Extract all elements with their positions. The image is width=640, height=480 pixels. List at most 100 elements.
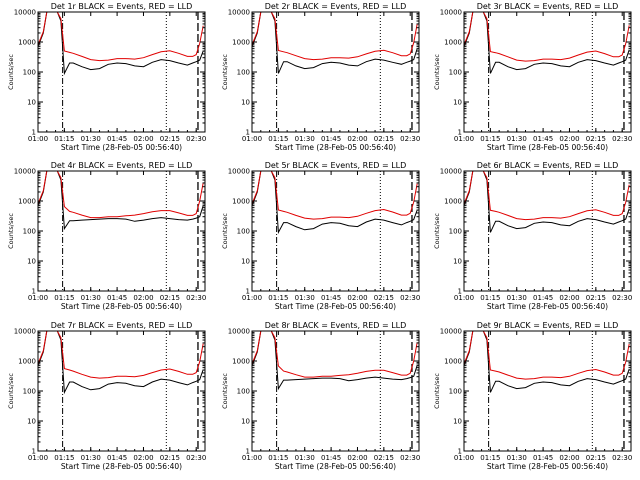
chart-7-xtick-label-2: 01:15	[54, 454, 74, 462]
chart-7-xtick-label-6: 02:15	[160, 454, 180, 462]
chart-6-ytick-label-1: 1	[458, 288, 462, 296]
chart-4-xtick-label-1: 01:00	[28, 294, 48, 302]
chart-4-ytick-label-4: 1000	[18, 198, 36, 206]
chart-1-xtick-label-7: 02:30	[186, 135, 206, 143]
chart-5-ytick-label-1: 1	[246, 288, 250, 296]
chart-3-xtick-label-7: 02:30	[612, 135, 632, 143]
chart-5-title: Det 5r BLACK = Events, RED = LLD	[265, 161, 407, 170]
chart-2-xlabel: Start Time (28-Feb-05 00:56:40)	[275, 143, 396, 152]
chart-2-title: Det 2r BLACK = Events, RED = LLD	[265, 2, 407, 11]
chart-3-ytick-label-5: 10000	[440, 9, 462, 17]
chart-9-xtick-label-4: 01:45	[533, 454, 553, 462]
chart-6-xlabel: Start Time (28-Feb-05 00:56:40)	[487, 302, 608, 311]
chart-8-xlabel: Start Time (28-Feb-05 00:56:40)	[275, 462, 396, 471]
chart-6-ytick-label-2: 10	[453, 258, 462, 266]
chart-2-xtick-label-7: 02:30	[400, 135, 420, 143]
chart-3-xtick-label-3: 01:30	[507, 135, 527, 143]
chart-4-ytick-label-2: 10	[27, 258, 36, 266]
chart-7-ytick-label-3: 100	[23, 388, 36, 396]
chart-7-series-lld	[38, 331, 204, 379]
chart-5-xtick-label-4: 01:45	[321, 294, 341, 302]
chart-8-ylabel: Counts/sec	[221, 373, 229, 409]
chart-9-xtick-label-6: 02:15	[586, 454, 606, 462]
chart-8-xtick-label-5: 02:00	[347, 454, 367, 462]
chart-6-xtick-label-3: 01:30	[507, 294, 527, 302]
chart-6-xtick-label-1: 01:00	[454, 294, 474, 302]
chart-7-xtick-label-3: 01:30	[81, 454, 101, 462]
chart-4-title: Det 4r BLACK = Events, RED = LLD	[51, 161, 193, 170]
chart-4-xtick-label-2: 01:15	[54, 294, 74, 302]
chart-8-panel: 01:00 01:15 01:30 01:45 02:00 02:15 02:30 1 10 10…	[221, 321, 420, 471]
chart-5-content	[252, 171, 418, 291]
chart-1-xtick-label-6: 02:15	[160, 135, 180, 143]
chart-1-ytick-label-1: 1	[32, 129, 36, 137]
chart-2-xtick-label-5: 02:00	[347, 135, 367, 143]
chart-4-content	[38, 171, 204, 291]
chart-9-ylabel: Counts/sec	[433, 373, 441, 409]
chart-9-xtick-label-5: 02:00	[559, 454, 579, 462]
chart-7-ylabel: Counts/sec	[7, 373, 15, 409]
chart-1-ytick-label-4: 1000	[18, 39, 36, 47]
chart-8-xtick-label-4: 01:45	[321, 454, 341, 462]
chart-8-ytick-label-4: 1000	[232, 358, 250, 366]
chart-6-ylabel: Counts/sec	[433, 213, 441, 249]
chart-7-xtick-label-4: 01:45	[107, 454, 127, 462]
chart-1-xtick-label-5: 02:00	[133, 135, 153, 143]
chart-7-panel: 01:00 01:15 01:30 01:45 02:00 02:15 02:30 1 10 10…	[7, 321, 206, 471]
chart-6-xtick-label-2: 01:15	[480, 294, 500, 302]
chart-9-content	[464, 331, 630, 451]
chart-2-xtick-label-2: 01:15	[268, 135, 288, 143]
chart-6-ytick-label-5: 10000	[440, 168, 462, 176]
chart-8-xtick-label-6: 02:15	[374, 454, 394, 462]
chart-4-xtick-label-4: 01:45	[107, 294, 127, 302]
chart-2-series-lld	[252, 12, 418, 61]
chart-3-content	[464, 12, 630, 132]
chart-1-series-lld	[38, 12, 204, 62]
chart-1-xtick-label-2: 01:15	[54, 135, 74, 143]
chart-5-xtick-label-2: 01:15	[268, 294, 288, 302]
chart-3-panel: 01:00 01:15 01:30 01:45 02:00 02:15 02:30 1 10 10…	[433, 2, 632, 152]
chart-3-ytick-label-3: 100	[449, 69, 462, 77]
chart-5-xtick-label-1: 01:00	[242, 294, 262, 302]
chart-3-xtick-label-1: 01:00	[454, 135, 474, 143]
chart-4-ytick-label-1: 1	[32, 288, 36, 296]
chart-2-xtick-label-1: 01:00	[242, 135, 262, 143]
chart-1-ytick-label-3: 100	[23, 69, 36, 77]
chart-4-xtick-label-6: 02:15	[160, 294, 180, 302]
chart-6-title: Det 6r BLACK = Events, RED = LLD	[477, 161, 619, 170]
chart-9-xtick-label-1: 01:00	[454, 454, 474, 462]
chart-8-xtick-label-7: 02:30	[400, 454, 420, 462]
chart-2-ytick-label-4: 1000	[232, 39, 250, 47]
chart-9-ytick-label-4: 1000	[444, 358, 462, 366]
chart-1-title: Det 1r BLACK = Events, RED = LLD	[51, 2, 193, 11]
chart-7-xtick-label-1: 01:00	[28, 454, 48, 462]
chart-1-ytick-label-2: 10	[27, 99, 36, 107]
chart-5-xtick-label-3: 01:30	[295, 294, 315, 302]
chart-1-content	[38, 12, 204, 132]
chart-8-series-lld	[252, 331, 418, 378]
chart-3-ylabel: Counts/sec	[433, 54, 441, 90]
chart-2-ytick-label-2: 10	[241, 99, 250, 107]
chart-5-xtick-label-5: 02:00	[347, 294, 367, 302]
chart-2-ytick-label-5: 10000	[228, 9, 250, 17]
chart-8-ytick-label-3: 100	[237, 388, 250, 396]
chart-6-xtick-label-5: 02:00	[559, 294, 579, 302]
chart-4-ylabel: Counts/sec	[7, 213, 15, 249]
chart-4-series-lld	[38, 171, 204, 219]
chart-7-ytick-label-5: 10000	[14, 328, 36, 336]
chart-8-xtick-label-2: 01:15	[268, 454, 288, 462]
chart-3-xtick-label-5: 02:00	[559, 135, 579, 143]
chart-5-ytick-label-5: 10000	[228, 168, 250, 176]
chart-5-panel: 01:00 01:15 01:30 01:45 02:00 02:15 02:30 1 10 10…	[221, 161, 420, 311]
chart-8-ytick-label-2: 10	[241, 418, 250, 426]
chart-4-xlabel: Start Time (28-Feb-05 00:56:40)	[61, 302, 182, 311]
chart-4-ytick-label-5: 10000	[14, 168, 36, 176]
chart-6-xtick-label-7: 02:30	[612, 294, 632, 302]
chart-9-ytick-label-2: 10	[453, 418, 462, 426]
chart-6-ytick-label-4: 1000	[444, 198, 462, 206]
chart-1-ylabel: Counts/sec	[7, 54, 15, 90]
chart-3-xlabel: Start Time (28-Feb-05 00:56:40)	[487, 143, 608, 152]
chart-5-ytick-label-3: 100	[237, 228, 250, 236]
chart-7-ytick-label-4: 1000	[18, 358, 36, 366]
chart-6-ytick-label-3: 100	[449, 228, 462, 236]
